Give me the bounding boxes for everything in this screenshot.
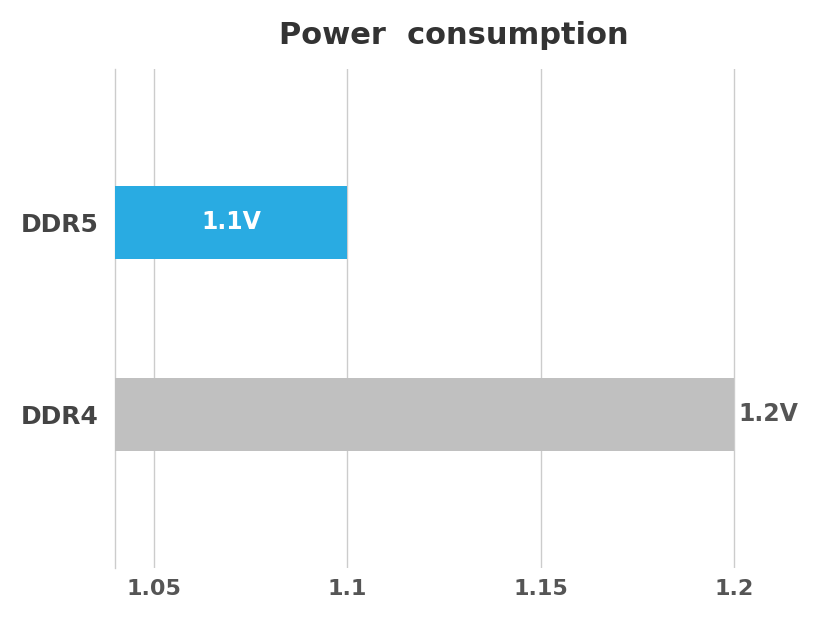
- Text: 1.2V: 1.2V: [738, 402, 798, 427]
- Bar: [115, 186, 348, 259]
- Bar: [115, 378, 734, 451]
- Text: 1.1V: 1.1V: [201, 210, 261, 234]
- Title: Power  consumption: Power consumption: [279, 21, 629, 50]
